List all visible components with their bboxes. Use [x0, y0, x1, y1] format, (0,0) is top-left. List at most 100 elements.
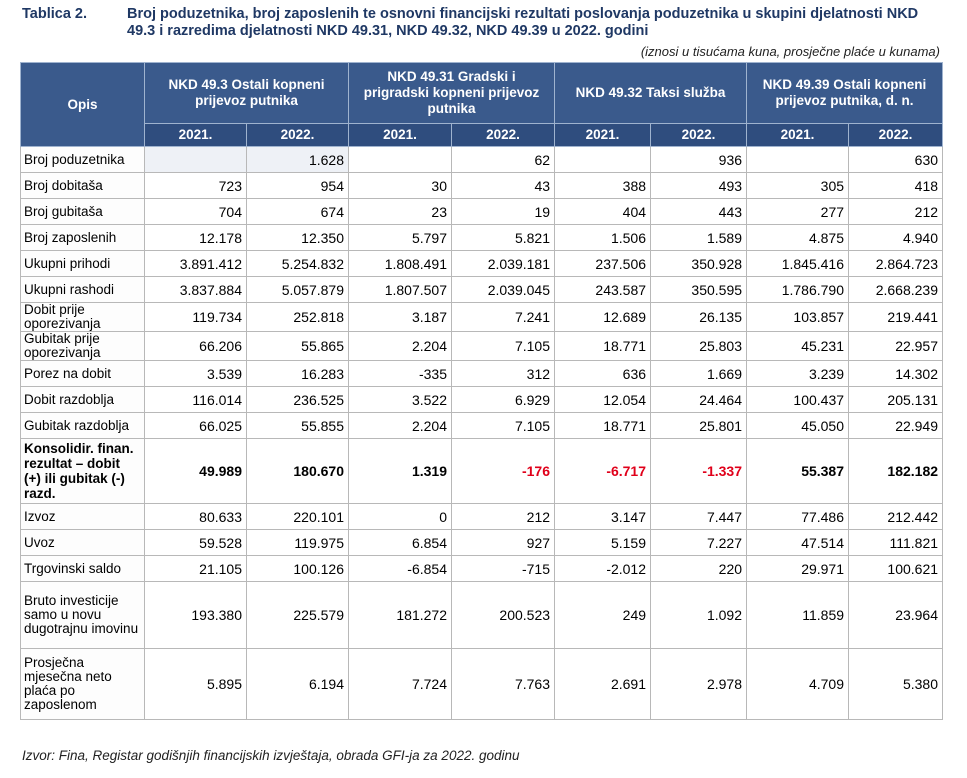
table-cell: 4.875 — [746, 224, 850, 251]
row-label: Ukupni prihodi — [20, 250, 145, 277]
table-cell: 1.319 — [348, 438, 452, 504]
table-cell: -2.012 — [554, 555, 652, 582]
table-cell — [746, 146, 850, 173]
table-cell: 205.131 — [848, 386, 944, 413]
table-cell: 11.859 — [746, 581, 850, 649]
table-cell: 100.621 — [848, 555, 944, 582]
table-cell: 418 — [848, 172, 944, 199]
table-cell: 2.204 — [348, 412, 452, 439]
table-cell: 12.350 — [246, 224, 349, 251]
table-cell: 193.380 — [144, 581, 247, 649]
table-cell: 0 — [348, 503, 452, 530]
table-cell: 5.821 — [450, 224, 556, 251]
table-cell: 1.092 — [650, 581, 748, 649]
header-year: 2021. — [144, 123, 247, 147]
header-year: 2021. — [554, 123, 652, 147]
financial-results-table: Opis NKD 49.3 Ostali kopneni prijevoz pu… — [20, 62, 944, 720]
table-cell: 103.857 — [746, 302, 850, 332]
header-opis: Opis — [20, 62, 145, 147]
table-cell: 493 — [650, 172, 748, 199]
header-year: 2021. — [746, 123, 850, 147]
table-row: Porez na dobit 3.539 16.283 -335 312 636 1.669… — [20, 360, 944, 387]
row-label: Porez na dobit — [20, 360, 145, 387]
table-cell: 6.929 — [450, 386, 556, 413]
table-cell: 1.589 — [650, 224, 748, 251]
table-cell: 312 — [450, 360, 556, 387]
table-cell: 1.808.491 — [348, 250, 452, 277]
table-cell: 225.579 — [246, 581, 349, 649]
table-cell: 443 — [650, 198, 748, 225]
table-cell: 2.691 — [554, 648, 652, 720]
table-cell: 111.821 — [848, 529, 944, 556]
table-cell: 7.105 — [450, 331, 556, 361]
table-cell: 630 — [848, 146, 944, 173]
table-cell — [144, 146, 247, 173]
table-cell: 5.159 — [554, 529, 652, 556]
table-cell: 100.437 — [746, 386, 850, 413]
table-cell: -176 — [450, 438, 556, 504]
table-cell: 220.101 — [246, 503, 349, 530]
table-cell: 5.380 — [848, 648, 944, 720]
table-cell: 180.670 — [246, 438, 349, 504]
table-cell: 1.786.790 — [746, 276, 850, 303]
row-label: Ukupni rashodi — [20, 276, 145, 303]
row-label: Gubitak razdoblja — [20, 412, 145, 439]
table-cell: 49.989 — [144, 438, 247, 504]
table-row: Broj zaposlenih 12.178 12.350 5.797 5.821 1.5… — [20, 224, 944, 251]
table-cell: -6.717 — [554, 438, 652, 504]
header-year: 2022. — [650, 123, 748, 147]
table-cell: 3.522 — [348, 386, 452, 413]
table-cell: 18.771 — [554, 412, 652, 439]
table-cell: 388 — [554, 172, 652, 199]
table-cell: 305 — [746, 172, 850, 199]
table-cell: 6.854 — [348, 529, 452, 556]
table-cell: 212 — [450, 503, 556, 530]
table-row: Bruto investicije samo u novu dugotrajnu… — [20, 581, 944, 649]
table-cell: 55.865 — [246, 331, 349, 361]
header-year: 2022. — [246, 123, 349, 147]
table-cell: 237.506 — [554, 250, 652, 277]
source-note: Izvor: Fina, Registar godišnjih financij… — [22, 748, 520, 763]
table-row: Konsolidir. finan. rezultat – dobit (+) … — [20, 438, 944, 504]
table-cell: 4.709 — [746, 648, 850, 720]
table-cell: 249 — [554, 581, 652, 649]
header-year: 2022. — [450, 123, 556, 147]
table-cell: 6.194 — [246, 648, 349, 720]
table-cell: 55.387 — [746, 438, 850, 504]
table-cell: 181.272 — [348, 581, 452, 649]
table-cell: 2.668.239 — [848, 276, 944, 303]
header-group: NKD 49.39 Ostali kopneni prijevoz putnik… — [746, 62, 944, 124]
table-cell: 212 — [848, 198, 944, 225]
table-cell: 636 — [554, 360, 652, 387]
table-cell: 119.734 — [144, 302, 247, 332]
row-label: Broj zaposlenih — [20, 224, 145, 251]
table-row: Dobit prije oporezivanja 119.734 252.818 3.… — [20, 302, 944, 332]
table-cell: 66.206 — [144, 331, 247, 361]
header-year: 2022. — [848, 123, 944, 147]
row-label: Gubitak prije oporezivanja — [20, 331, 145, 361]
table-cell: 5.895 — [144, 648, 247, 720]
table-title: Broj poduzetnika, broj zaposlenih te osn… — [127, 6, 919, 39]
table-cell: 19 — [450, 198, 556, 225]
table-cell: 29.971 — [746, 555, 850, 582]
table-cell: 14.302 — [848, 360, 944, 387]
table-cell: 80.633 — [144, 503, 247, 530]
header-group: NKD 49.3 Ostali kopneni prijevoz putnika — [144, 62, 349, 124]
table-cell: 252.818 — [246, 302, 349, 332]
table-cell: 16.283 — [246, 360, 349, 387]
table-cell: 2.039.181 — [450, 250, 556, 277]
table-cell: 3.187 — [348, 302, 452, 332]
table-cell: 243.587 — [554, 276, 652, 303]
table-cell: 25.801 — [650, 412, 748, 439]
table-cell: 2.039.045 — [450, 276, 556, 303]
table-cell: 3.147 — [554, 503, 652, 530]
table-cell: 7.763 — [450, 648, 556, 720]
table-cell: 212.442 — [848, 503, 944, 530]
table-cell: 116.014 — [144, 386, 247, 413]
table-cell: 723 — [144, 172, 247, 199]
table-cell: 7.724 — [348, 648, 452, 720]
row-label: Konsolidir. finan. rezultat – dobit (+) … — [20, 438, 145, 504]
table-cell: 350.928 — [650, 250, 748, 277]
table-cell: 219.441 — [848, 302, 944, 332]
table-cell: 26.135 — [650, 302, 748, 332]
